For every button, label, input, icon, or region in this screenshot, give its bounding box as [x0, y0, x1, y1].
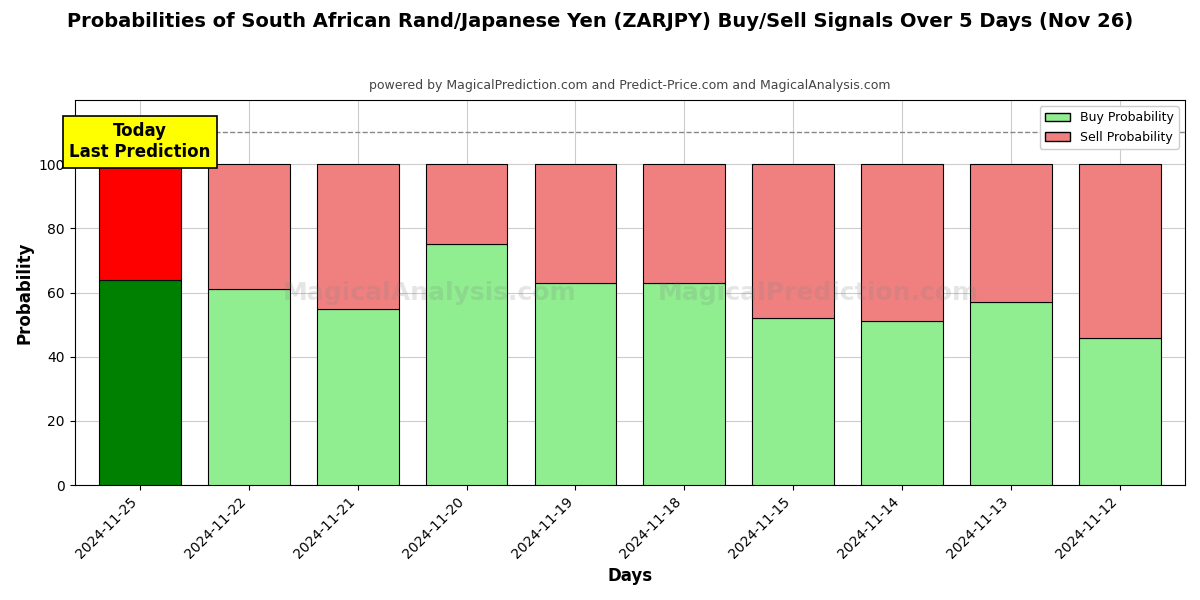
Bar: [752, 318, 834, 485]
Bar: [1079, 338, 1160, 485]
X-axis label: Days: Days: [607, 567, 653, 585]
Legend: Buy Probability, Sell Probability: Buy Probability, Sell Probability: [1040, 106, 1178, 149]
Bar: [1079, 164, 1160, 338]
Bar: [643, 283, 725, 485]
Bar: [100, 280, 181, 485]
Bar: [208, 164, 289, 289]
Bar: [862, 164, 943, 322]
Bar: [317, 308, 398, 485]
Bar: [643, 164, 725, 283]
Bar: [208, 289, 289, 485]
Bar: [426, 244, 508, 485]
Bar: [100, 164, 181, 280]
Y-axis label: Probability: Probability: [16, 241, 34, 344]
Text: MagicalPrediction.com: MagicalPrediction.com: [658, 281, 979, 305]
Bar: [970, 302, 1051, 485]
Bar: [317, 164, 398, 308]
Bar: [752, 164, 834, 318]
Bar: [862, 322, 943, 485]
Text: Today
Last Prediction: Today Last Prediction: [70, 122, 211, 161]
Bar: [534, 283, 617, 485]
Title: powered by MagicalPrediction.com and Predict-Price.com and MagicalAnalysis.com: powered by MagicalPrediction.com and Pre…: [370, 79, 890, 92]
Bar: [426, 164, 508, 244]
Bar: [534, 164, 617, 283]
Text: Probabilities of South African Rand/Japanese Yen (ZARJPY) Buy/Sell Signals Over : Probabilities of South African Rand/Japa…: [67, 12, 1133, 31]
Bar: [970, 164, 1051, 302]
Text: MagicalAnalysis.com: MagicalAnalysis.com: [283, 281, 577, 305]
